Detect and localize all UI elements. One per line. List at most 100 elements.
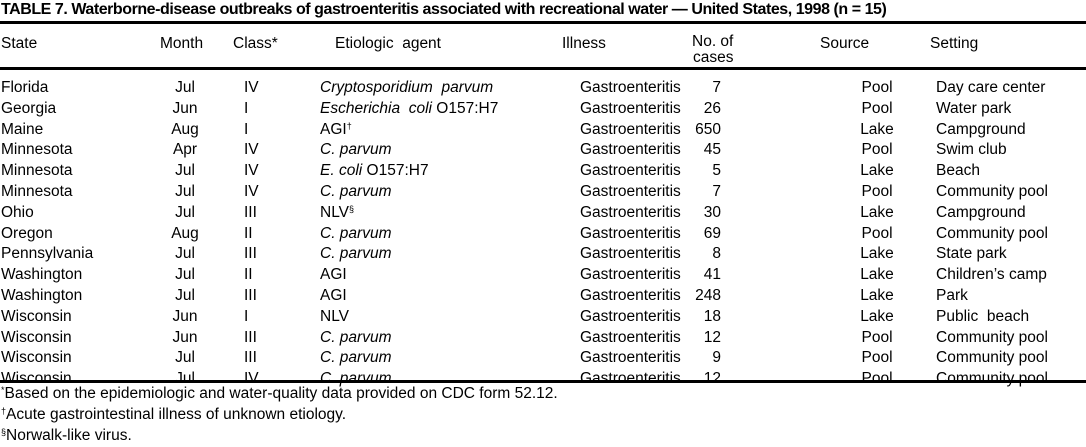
cell-month: Jul	[175, 349, 195, 367]
cell-setting: Swim club	[936, 141, 1007, 159]
cell-class: III	[244, 328, 257, 346]
header-illness: Illness	[562, 35, 606, 52]
cell-class: III	[244, 287, 257, 304]
footnote-marker: *	[1, 385, 5, 395]
cell-cases: 248	[695, 287, 721, 304]
header-source: Source	[820, 35, 870, 52]
table-row: Ohio Jul III NLV§ Gastroenteritis 30 Lake Campg…	[0, 203, 1086, 223]
cell-source: Lake	[860, 287, 894, 304]
cell-state: Minnesota	[1, 141, 73, 159]
table-row: Florida Jul IV Cryptosporidium parvum Gastro…	[0, 78, 1086, 98]
cell-state: Washington	[1, 287, 83, 304]
cell-class: III	[244, 245, 257, 263]
cell-agent: AGI	[320, 265, 347, 285]
agent-italic: Escherichia coli	[320, 99, 432, 117]
footnote-text: Acute gastrointestinal illness of unknow…	[6, 406, 347, 423]
table-row: Minnesota Jul IV E. coli O157:H7 Gastroenter…	[0, 161, 1086, 181]
agent-italic: C. parvum	[320, 141, 392, 159]
table-row: Wisconsin Jul III C. parvum Gastroenteritis 9…	[0, 348, 1086, 368]
cell-setting: Public beach	[936, 307, 1030, 325]
agent-plain: AGI	[320, 120, 347, 138]
cell-illness: Gastroenteritis	[580, 328, 681, 346]
table-row: Wisconsin Jun I NLV Gastroenteritis 18 Lake Pub…	[0, 307, 1086, 327]
cell-month: Jul	[175, 287, 195, 304]
cell-illness: Gastroenteritis	[580, 120, 681, 138]
cell-class: II	[244, 224, 253, 242]
cell-state: Wisconsin	[1, 328, 72, 346]
cell-source: Lake	[860, 266, 894, 284]
cell-illness: Gastroenteritis	[580, 183, 681, 200]
agent-italic: C. parvum	[320, 245, 392, 263]
cell-cases: 69	[703, 224, 721, 242]
table-row: Pennsylvania Jul III C. parvum Gastroenterit…	[0, 244, 1086, 264]
cell-cases: 5	[712, 162, 721, 180]
agent-italic: C. parvum	[320, 328, 392, 346]
agent-plain: AGI	[320, 266, 347, 284]
cell-source: Pool	[861, 79, 893, 96]
header-cases-line2: cases	[693, 49, 734, 66]
cell-month: Jul	[175, 266, 195, 284]
agent-plain: AGI	[320, 287, 347, 304]
footnote-marker: §	[1, 427, 7, 437]
cell-illness: Gastroenteritis	[580, 266, 681, 284]
cell-setting: Community pool	[936, 328, 1048, 346]
cell-source: Lake	[860, 162, 894, 180]
header-rule	[0, 67, 1086, 70]
cell-class: I	[244, 307, 249, 325]
cell-agent: C. parvum	[320, 244, 392, 264]
cell-cases: 30	[703, 203, 721, 221]
cell-agent: C. parvum	[320, 348, 392, 368]
cell-month: Jun	[172, 328, 198, 346]
cell-cases: 18	[703, 307, 721, 325]
cell-cases: 41	[703, 266, 721, 284]
cell-setting: Community pool	[936, 224, 1048, 242]
cell-agent: C. parvum	[320, 328, 392, 348]
footnote-marker: †	[346, 120, 352, 131]
agent-italic: C. parvum	[320, 224, 392, 242]
cell-illness: Gastroenteritis	[580, 245, 681, 263]
cell-cases: 26	[703, 99, 721, 117]
cell-setting: Water park	[936, 99, 1012, 117]
cell-state: Florida	[1, 79, 49, 96]
cell-state: Maine	[1, 120, 44, 138]
cell-agent: C. parvum	[320, 224, 392, 244]
cell-agent: AGI	[320, 286, 347, 306]
header-cases-line1: No. of	[692, 33, 734, 50]
cell-state: Wisconsin	[1, 307, 72, 325]
cell-month: Aug	[171, 120, 199, 138]
cell-source: Lake	[860, 307, 894, 325]
footnote-marker: §	[349, 203, 355, 214]
cell-state: Minnesota	[1, 162, 73, 180]
cell-agent: Escherichia coli O157:H7	[320, 99, 498, 119]
cell-setting: Children’s camp	[936, 266, 1047, 284]
table-row: Wisconsin Jun III C. parvum Gastroenteritis 1…	[0, 328, 1086, 348]
cell-class: IV	[244, 79, 259, 96]
cell-source: Pool	[861, 183, 893, 200]
cell-source: Pool	[861, 328, 893, 346]
footnote-marker: †	[1, 406, 7, 416]
cell-illness: Gastroenteritis	[580, 99, 681, 117]
cell-month: Jul	[175, 162, 195, 180]
cell-illness: Gastroenteritis	[580, 203, 681, 221]
cell-cases: 45	[703, 141, 721, 159]
cell-agent: NLV	[320, 307, 349, 327]
table-title: TABLE 7. Waterborne-disease outbreaks of…	[1, 1, 887, 18]
cell-setting: Campground	[936, 120, 1026, 138]
cell-month: Jul	[175, 183, 195, 200]
cell-month: Aug	[171, 224, 199, 242]
cell-month: Jun	[172, 307, 198, 325]
cell-class: I	[244, 120, 249, 138]
footnote-text: Based on the epidemiologic and water-qua…	[4, 385, 558, 402]
agent-plain: NLV	[320, 307, 350, 325]
cell-cases: 9	[712, 349, 721, 367]
cell-class: II	[244, 266, 253, 284]
table-row: Washington Jul III AGI Gastroenteritis 248 Lak…	[0, 286, 1086, 306]
cell-agent: NLV§	[320, 203, 354, 223]
footnote: *Based on the epidemiologic and water-qu…	[1, 385, 558, 403]
cell-setting: Park	[936, 287, 968, 304]
footnote: †Acute gastrointestinal illness of unkno…	[1, 406, 346, 424]
cell-setting: Campground	[936, 203, 1026, 221]
cell-source: Lake	[860, 245, 894, 263]
cell-setting: Beach	[936, 162, 980, 180]
cell-state: Wisconsin	[1, 349, 72, 367]
